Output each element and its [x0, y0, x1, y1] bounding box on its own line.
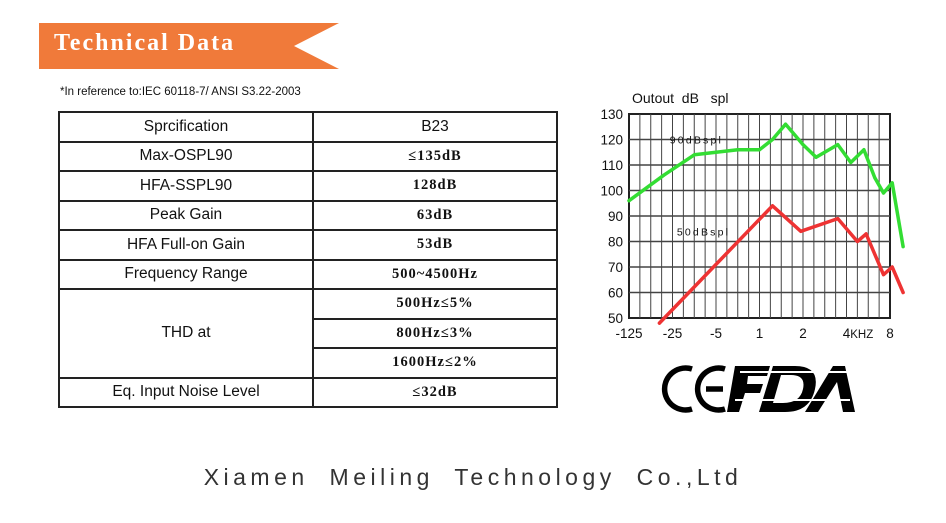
fda-logo	[727, 366, 855, 412]
series-label: 90dBspl	[670, 135, 723, 147]
series-point	[814, 155, 818, 159]
series-point	[855, 240, 859, 243]
spec-label: HFA-SSPL90	[58, 170, 314, 202]
y-tick-label: 120	[600, 133, 623, 148]
series-point	[873, 176, 877, 180]
chart-title: Outout dB spl	[632, 90, 729, 106]
thd-value: 800Hz≤3%	[312, 317, 558, 349]
series-point	[771, 204, 775, 208]
series-label: 50dBspl	[677, 226, 730, 238]
series-point	[692, 153, 696, 157]
table-row: THD at 500Hz≤5%	[58, 288, 558, 379]
series-point	[890, 181, 894, 185]
spec-value: 53dB	[312, 229, 558, 261]
table-header-model: B23	[312, 111, 558, 143]
y-tick-label: 80	[608, 235, 623, 250]
y-tick-label: 100	[600, 184, 623, 199]
table-row: Eq. Input Noise Level ≤32dB	[58, 376, 558, 408]
series-point	[627, 199, 631, 203]
spec-label: Frequency Range	[58, 258, 314, 290]
banner-ribbon-shape	[39, 23, 339, 69]
series-point	[657, 321, 661, 325]
series-point	[662, 173, 666, 177]
x-tick-label: -125	[615, 326, 642, 341]
y-tick-label: 90	[608, 209, 623, 224]
specification-table: Sprcification B23 Max-OSPL90 ≤135dB HFA-…	[58, 111, 558, 408]
chart-ticks: 130 120 110 100 90 80 70 60 50-125 -25 -5 1 2 4 8 KHZ	[600, 107, 893, 341]
x-tick-label: -25	[663, 326, 683, 341]
series-point	[758, 148, 761, 152]
x-tick-label: 1	[756, 326, 764, 341]
spec-label: Peak Gain	[58, 199, 314, 231]
y-tick-label: 130	[600, 107, 623, 122]
table-row: Frequency Range 500~4500Hz	[58, 258, 558, 290]
series-point	[736, 148, 740, 152]
x-tick-label: 8	[886, 326, 894, 341]
series-point	[771, 138, 775, 141]
table-row: HFA Full-on Gain 53dB	[58, 229, 558, 261]
y-tick-label: 110	[601, 158, 623, 173]
spec-label: HFA Full-on Gain	[58, 229, 314, 261]
spec-value: ≤32dB	[312, 376, 558, 408]
spec-label: Eq. Input Noise Level	[58, 376, 314, 408]
frequency-response-chart: Outout dB spl 130 120 110 100 90 80 70 60 50-125…	[600, 90, 905, 341]
spec-value: 128dB	[312, 170, 558, 202]
thd-label: THD at	[58, 288, 314, 379]
x-tick-label: -5	[710, 326, 722, 341]
y-tick-label: 60	[608, 286, 623, 301]
company-name: Xiamen Meiling Technology Co.,Ltd	[203, 464, 743, 490]
series-point	[864, 232, 868, 236]
ce-logo	[661, 365, 726, 413]
series-point	[849, 160, 853, 164]
series-point	[862, 148, 866, 152]
table-header-label: Sprcification	[58, 111, 314, 143]
series-point	[784, 122, 788, 126]
chart-grid	[628, 113, 891, 319]
spec-label: Max-OSPL90	[58, 140, 314, 172]
thd-value: 500Hz≤5%	[312, 288, 558, 320]
series-point	[801, 143, 805, 147]
table-row: Max-OSPL90 ≤135dB	[58, 140, 558, 172]
thd-value: 1600Hz≤2%	[312, 347, 558, 379]
banner-title: Technical Data	[54, 30, 236, 56]
reference-note: *In reference to:IEC 60118-7/ ANSI S3.22…	[60, 86, 301, 98]
series-point	[881, 191, 885, 195]
banner-ribbon	[39, 23, 339, 69]
x-axis-label: KHZ	[850, 329, 873, 341]
series-point	[901, 291, 905, 294]
y-tick-label: 50	[608, 311, 623, 326]
series-point	[881, 273, 885, 277]
chart-series: 90dBspl 50dBspl	[627, 122, 905, 325]
table-header-row: Sprcification B23	[58, 111, 558, 143]
certification-logos	[661, 365, 855, 413]
x-tick-label: 2	[799, 326, 807, 341]
series-point	[836, 217, 840, 221]
table-row: HFA-SSPL90 128dB	[58, 170, 558, 202]
table-row: Peak Gain 63dB	[58, 199, 558, 231]
series-line	[627, 122, 905, 249]
series-point	[836, 143, 840, 147]
spec-value: 63dB	[312, 199, 558, 231]
series-point	[901, 245, 905, 249]
spec-value: ≤135dB	[312, 140, 558, 172]
series-point	[799, 229, 803, 233]
y-tick-label: 70	[608, 260, 623, 275]
series-point	[890, 265, 894, 269]
spec-value: 500~4500Hz	[312, 258, 558, 290]
x-tick-label: 4	[843, 326, 851, 341]
